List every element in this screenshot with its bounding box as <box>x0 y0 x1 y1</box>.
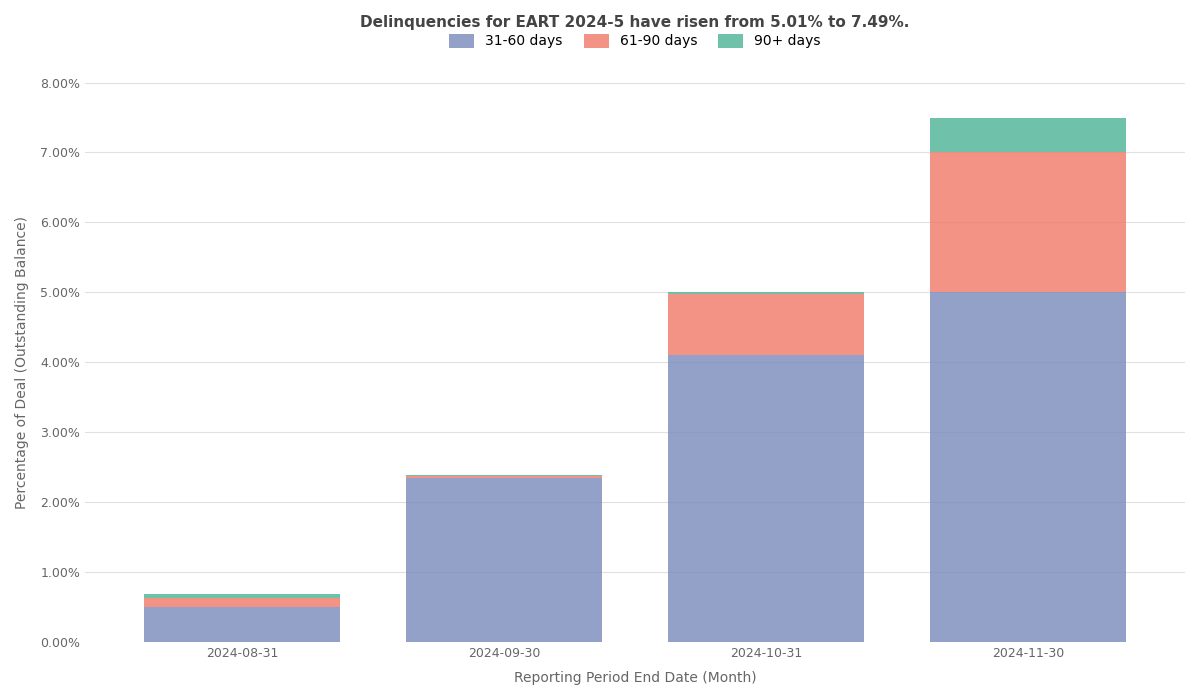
Legend: 31-60 days, 61-90 days, 90+ days: 31-60 days, 61-90 days, 90+ days <box>449 34 821 48</box>
Bar <box>667 293 864 294</box>
X-axis label: Reporting Period End Date (Month): Reporting Period End Date (Month) <box>514 671 756 685</box>
Bar <box>406 477 602 642</box>
Bar <box>930 118 1126 153</box>
Bar <box>144 594 341 598</box>
Bar <box>144 607 341 642</box>
Y-axis label: Percentage of Deal (Outstanding Balance): Percentage of Deal (Outstanding Balance) <box>16 216 29 509</box>
Title: Delinquencies for EART 2024-5 have risen from 5.01% to 7.49%.: Delinquencies for EART 2024-5 have risen… <box>360 15 910 30</box>
Bar <box>930 153 1126 293</box>
Bar <box>667 294 864 356</box>
Bar <box>406 475 602 477</box>
Bar <box>144 598 341 607</box>
Bar <box>667 356 864 642</box>
Bar <box>930 293 1126 642</box>
